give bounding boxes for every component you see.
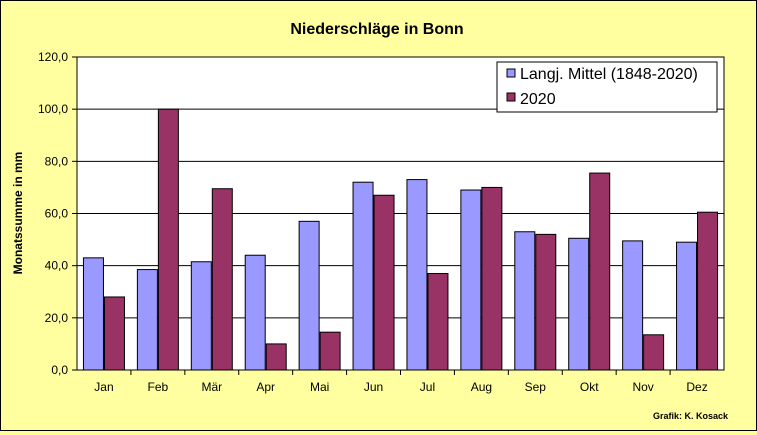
x-tick-label: Nov <box>632 380 653 394</box>
bar-2020 <box>265 343 287 371</box>
bar-mean <box>244 254 266 371</box>
bar-mean <box>406 179 428 371</box>
axes: 0,0 20,0 40,0 60,0 80,0 100,0 120,0 Jan Feb Mär Ap… <box>38 50 708 394</box>
y-tick-label: 80,0 <box>45 154 69 168</box>
bar-mean <box>298 220 320 371</box>
y-tick-label: 20,0 <box>45 311 69 325</box>
y-tick-label: 100,0 <box>38 102 68 116</box>
x-tick-label: Mai <box>310 380 329 394</box>
bar-2020 <box>211 188 233 371</box>
x-tick-label: Jun <box>364 380 383 394</box>
bar-2020 <box>481 186 503 371</box>
bar-2020 <box>103 296 125 371</box>
x-tick-label: Okt <box>580 380 599 394</box>
bar-2020 <box>643 334 665 371</box>
y-tick-label: 60,0 <box>45 207 69 221</box>
bar-2020 <box>589 172 611 371</box>
x-tick-label: Jul <box>420 380 435 394</box>
bars <box>82 108 719 371</box>
bar-mean <box>460 189 482 371</box>
x-tick-label: Dez <box>686 380 707 394</box>
bar-mean <box>568 237 590 371</box>
legend-swatch-mean <box>506 68 516 78</box>
x-tick-label: Feb <box>148 380 169 394</box>
bar-2020 <box>373 194 395 371</box>
y-tick-label: 120,0 <box>38 50 68 64</box>
legend: Langj. Mittel (1848-2020) 2020 <box>496 61 718 113</box>
x-tick-label: Mär <box>201 380 222 394</box>
bar-mean <box>676 241 698 371</box>
bar-2020 <box>319 331 341 371</box>
bar-2020 <box>427 272 449 371</box>
bar-2020 <box>535 233 557 371</box>
bar-mean <box>190 261 212 371</box>
legend-label-mean: Langj. Mittel (1848-2020) <box>520 66 698 83</box>
y-axis-label: Monatssumme in mm <box>11 152 25 275</box>
bar-mean <box>136 269 158 371</box>
bar-mean <box>352 181 374 371</box>
legend-label-2020: 2020 <box>520 91 556 108</box>
bar-2020 <box>157 108 179 371</box>
y-tick-label: 0,0 <box>51 363 68 377</box>
y-tick-label: 40,0 <box>45 259 69 273</box>
bar-mean <box>622 240 644 371</box>
credit-text: Grafik: K. Kosack <box>653 411 729 421</box>
x-tick-label: Sep <box>525 380 547 394</box>
x-tick-label: Apr <box>256 380 275 394</box>
x-tick-label: Aug <box>471 380 492 394</box>
x-tick-label: Jan <box>94 380 113 394</box>
bar-mean <box>514 231 536 371</box>
chart-title: Niederschläge in Bonn <box>290 21 463 38</box>
bar-mean <box>82 257 104 371</box>
bar-2020 <box>697 211 719 371</box>
legend-box <box>496 61 718 113</box>
legend-swatch-2020 <box>506 92 516 102</box>
